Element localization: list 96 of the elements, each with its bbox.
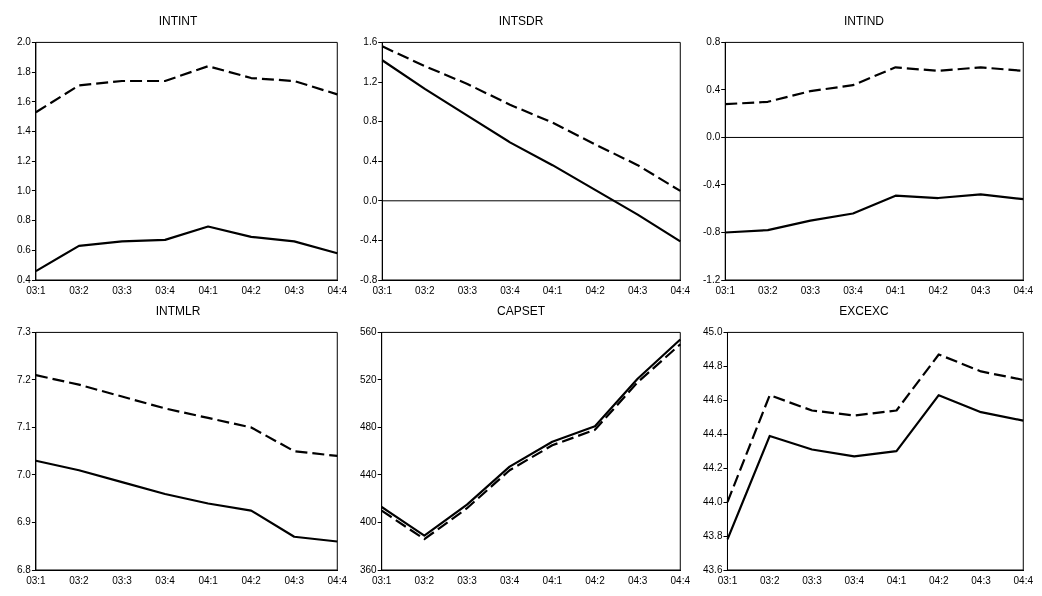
- y-tick-label: 1.2: [17, 154, 32, 166]
- x-tick-label: 03:4: [499, 574, 520, 586]
- y-tick-label: 0.8: [706, 36, 721, 48]
- x-tick-label: 03:2: [759, 574, 780, 586]
- y-tick-label: 0.8: [363, 115, 378, 127]
- x-tick-label: 04:1: [885, 284, 906, 296]
- y-tick-label: 7.2: [17, 373, 32, 385]
- x-tick-label: 03:1: [715, 284, 736, 296]
- x-tick-label: 03:2: [69, 284, 90, 296]
- y-tick-label: 43.8: [702, 529, 723, 541]
- x-tick-label: 04:3: [284, 284, 305, 296]
- y-tick-label: 44.2: [702, 461, 723, 473]
- y-tick-label: 1.4: [17, 125, 32, 137]
- x-tick-label: 04:2: [241, 284, 262, 296]
- x-tick-label: 03:4: [843, 284, 864, 296]
- x-tick-label: 04:4: [670, 284, 691, 296]
- y-tick-label: 7.3: [17, 326, 32, 338]
- y-tick-label: -0.8: [360, 273, 378, 285]
- y-tick-label: 0.0: [363, 194, 378, 206]
- chart-title: INTINT: [158, 13, 198, 28]
- y-tick-label: 400: [360, 516, 378, 528]
- x-tick-label: 04:4: [327, 574, 348, 586]
- y-tick-label: 44.8: [702, 360, 723, 372]
- y-tick-label: 44.6: [702, 394, 723, 406]
- y-tick-label: 560: [360, 326, 378, 338]
- x-tick-label: 03:2: [414, 574, 435, 586]
- y-tick-label: -0.4: [703, 178, 721, 190]
- x-tick-label: 04:2: [928, 284, 949, 296]
- y-tick-label: 44.4: [702, 427, 723, 439]
- x-tick-label: 04:3: [971, 574, 992, 586]
- y-tick-label: -0.4: [360, 234, 378, 246]
- y-tick-label: 1.6: [363, 36, 378, 48]
- y-tick-label: 0.6: [17, 244, 32, 256]
- y-tick-label: 44.0: [702, 495, 723, 507]
- x-tick-label: 04:4: [670, 574, 691, 586]
- x-tick-label: 03:2: [415, 284, 435, 296]
- x-tick-label: 03:3: [457, 574, 478, 586]
- x-tick-label: 03:3: [802, 574, 823, 586]
- y-tick-label: 0.8: [17, 214, 32, 226]
- x-tick-label: 03:2: [69, 574, 90, 586]
- x-tick-label: 03:1: [372, 284, 393, 296]
- y-tick-label: 7.1: [17, 421, 32, 433]
- x-tick-label: 04:4: [327, 284, 348, 296]
- x-tick-label: 04:1: [886, 574, 907, 586]
- y-tick-label: 6.9: [17, 516, 32, 528]
- y-tick-label: 1.2: [363, 75, 378, 87]
- x-tick-label: 04:2: [585, 284, 606, 296]
- x-tick-label: 04:1: [198, 284, 219, 296]
- chart-title: EXCEXC: [839, 303, 889, 318]
- x-tick-label: 03:3: [112, 574, 133, 586]
- x-tick-label: 04:3: [627, 284, 648, 296]
- y-tick-label: 440: [360, 468, 378, 480]
- x-tick-label: 04:1: [542, 574, 563, 586]
- x-tick-label: 03:4: [155, 284, 176, 296]
- x-tick-label: 04:3: [970, 284, 991, 296]
- x-tick-label: 03:1: [717, 574, 738, 586]
- y-tick-label: 1.8: [17, 65, 32, 77]
- y-tick-label: 2.0: [17, 36, 32, 48]
- y-tick-label: 1.0: [17, 184, 32, 196]
- y-tick-label: 43.6: [702, 563, 723, 575]
- x-tick-label: 03:1: [371, 574, 392, 586]
- y-tick-label: -1.2: [703, 273, 721, 285]
- y-tick-label: 360: [360, 563, 378, 575]
- chart-title: CAPSET: [496, 303, 546, 318]
- chart-title: INTIND: [844, 13, 885, 28]
- x-tick-label: 04:4: [1013, 574, 1034, 586]
- x-tick-label: 03:4: [844, 574, 865, 586]
- y-tick-label: 45.0: [702, 326, 723, 338]
- y-tick-label: 0.4: [706, 83, 721, 95]
- y-tick-label: 1.6: [17, 95, 32, 107]
- y-tick-label: 0.4: [17, 273, 32, 285]
- chart-title: INTMLR: [155, 303, 201, 318]
- chart-title: INTSDR: [498, 13, 544, 28]
- x-tick-label: 03:4: [155, 574, 176, 586]
- x-tick-label: 03:1: [26, 574, 47, 586]
- y-tick-label: -0.8: [703, 226, 721, 238]
- x-tick-label: 04:1: [198, 574, 219, 586]
- x-tick-label: 03:3: [800, 284, 821, 296]
- y-tick-label: 520: [360, 373, 378, 385]
- x-tick-label: 04:2: [241, 574, 262, 586]
- x-tick-label: 04:4: [1013, 284, 1034, 296]
- x-tick-label: 04:3: [284, 574, 305, 586]
- x-tick-label: 03:3: [112, 284, 133, 296]
- y-tick-label: 0.4: [363, 154, 378, 166]
- x-tick-label: 04:3: [627, 574, 648, 586]
- x-tick-label: 03:2: [758, 284, 778, 296]
- x-tick-label: 04:2: [585, 574, 606, 586]
- y-tick-label: 0.0: [706, 131, 721, 143]
- x-tick-label: 04:2: [929, 574, 949, 586]
- x-tick-label: 03:3: [457, 284, 478, 296]
- y-tick-label: 7.0: [17, 468, 32, 480]
- y-tick-label: 6.8: [17, 563, 32, 575]
- y-tick-label: 480: [360, 421, 378, 433]
- x-tick-label: 03:1: [26, 284, 47, 296]
- x-tick-label: 03:4: [500, 284, 521, 296]
- x-tick-label: 04:1: [542, 284, 563, 296]
